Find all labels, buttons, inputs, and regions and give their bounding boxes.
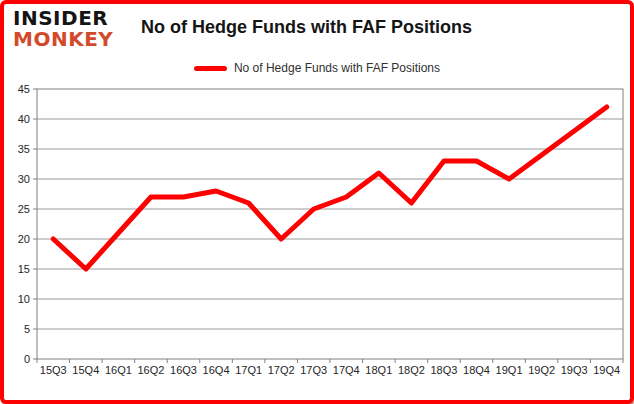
x-tick-label: 19Q3 [561,364,588,376]
y-tick-label: 25 [18,203,30,215]
data-line [53,107,606,269]
y-tick-label: 45 [18,83,30,95]
x-tick-label: 18Q4 [463,364,490,376]
x-tick-label: 16Q2 [137,364,164,376]
chart-card: INSIDER MONKEY No of Hedge Funds with FA… [0,0,634,404]
x-tick-label: 18Q1 [365,364,392,376]
x-tick-label: 17Q3 [300,364,327,376]
line-chart: 0 5 10 15 20 25 30 35 40 45 15Q3 15Q4 16Q1 16Q2 16Q3 16… [0,0,634,404]
x-tick-label: 16Q4 [203,364,230,376]
y-tick-label: 15 [18,263,30,275]
x-tick-label: 19Q4 [593,364,620,376]
x-tick-label: 17Q4 [333,364,360,376]
y-tick-label: 30 [18,173,30,185]
x-tick-label: 17Q2 [268,364,295,376]
x-tick-label: 16Q3 [170,364,197,376]
x-tick-label: 18Q3 [430,364,457,376]
x-tick-label: 16Q1 [105,364,132,376]
y-tick-label: 35 [18,143,30,155]
x-tick-label: 15Q3 [40,364,67,376]
y-tick-label: 20 [18,233,30,245]
x-tick-label: 17Q1 [235,364,262,376]
x-tick-label: 18Q2 [398,364,425,376]
y-tick-label: 5 [24,323,30,335]
y-tick-label: 10 [18,293,30,305]
x-tick-label: 19Q1 [496,364,523,376]
x-tick-label: 19Q2 [528,364,555,376]
x-tick-label: 15Q4 [72,364,99,376]
y-tick-label: 40 [18,113,30,125]
y-tick-label: 0 [24,353,30,365]
